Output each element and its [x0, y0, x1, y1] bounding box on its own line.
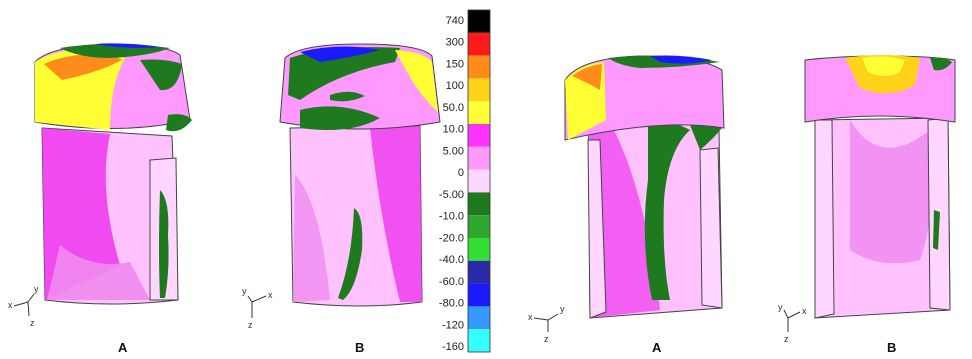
legend-swatch — [468, 55, 490, 79]
legend-swatch — [468, 260, 490, 284]
axis-triad-4: x y z — [778, 302, 807, 344]
legend-swatch — [468, 124, 490, 147]
axis-x-label: x — [8, 300, 13, 310]
legend-swatch — [468, 169, 490, 193]
legend-swatch — [468, 283, 490, 307]
legend-swatch — [468, 78, 490, 102]
legend-tick-label: 5.00 — [443, 145, 464, 157]
legend-tick-label: 50.0 — [443, 102, 464, 114]
legend-tick-label: -80.0 — [439, 298, 464, 310]
legend-tick-label: -160 — [442, 341, 464, 353]
legend-swatch — [468, 32, 490, 56]
axis-triad-3: x y z — [528, 304, 565, 344]
panel-label-2: B — [355, 340, 365, 355]
legend-tick-label: 150 — [446, 58, 464, 70]
model-2-b-exterior — [279, 43, 441, 307]
axis-triad-2: x y z — [242, 286, 273, 330]
axis-x-label: x — [528, 312, 533, 322]
color-legend: 740 300 150 100 50.0 10.0 5.00 0 -5.00 -10.0 -20.0… — [439, 9, 491, 353]
legend-swatch — [468, 192, 490, 216]
axis-y-label: y — [242, 286, 247, 296]
axis-y-label: y — [34, 284, 39, 294]
model-4-b-section — [804, 55, 956, 319]
legend-tick-label: 300 — [446, 37, 464, 49]
axis-triad-1: x y z — [8, 284, 39, 328]
axis-z-label: z — [544, 334, 549, 344]
legend-swatch — [468, 329, 490, 352]
legend-tick-label: -120 — [442, 319, 464, 331]
axis-z-label: z — [248, 320, 253, 330]
panel-label-4: B — [887, 340, 897, 355]
legend-tick-label: -40.0 — [439, 254, 464, 266]
panel-label-3: A — [652, 340, 662, 355]
model-3-a-section — [564, 55, 725, 319]
legend-frame — [467, 9, 491, 353]
model-1-a-exterior — [34, 43, 192, 305]
legend-swatch — [468, 101, 490, 124]
legend-tick-label: 740 — [446, 15, 464, 27]
axis-z-label: z — [784, 334, 789, 344]
axis-y-label: y — [778, 302, 783, 312]
panel-label-1: A — [118, 340, 128, 355]
legend-tick-label: -10.0 — [439, 211, 464, 223]
legend-tick-label: 0 — [458, 167, 464, 179]
axis-y-label: y — [560, 304, 565, 314]
axis-z-label: z — [30, 318, 35, 328]
legend-swatch — [468, 238, 490, 261]
legend-swatch — [468, 10, 490, 33]
axis-x-label: x — [802, 306, 807, 316]
axis-x-label: x — [268, 290, 273, 300]
legend-tick-label: 10.0 — [443, 124, 464, 136]
legend-tick-label: 100 — [446, 80, 464, 92]
legend-swatch — [468, 215, 490, 238]
legend-tick-label: -20.0 — [439, 232, 464, 244]
legend-tick-label: -5.00 — [439, 189, 464, 201]
legend-swatch — [468, 306, 490, 330]
legend-swatch — [468, 146, 490, 170]
legend-tick-label: -60.0 — [439, 276, 464, 288]
